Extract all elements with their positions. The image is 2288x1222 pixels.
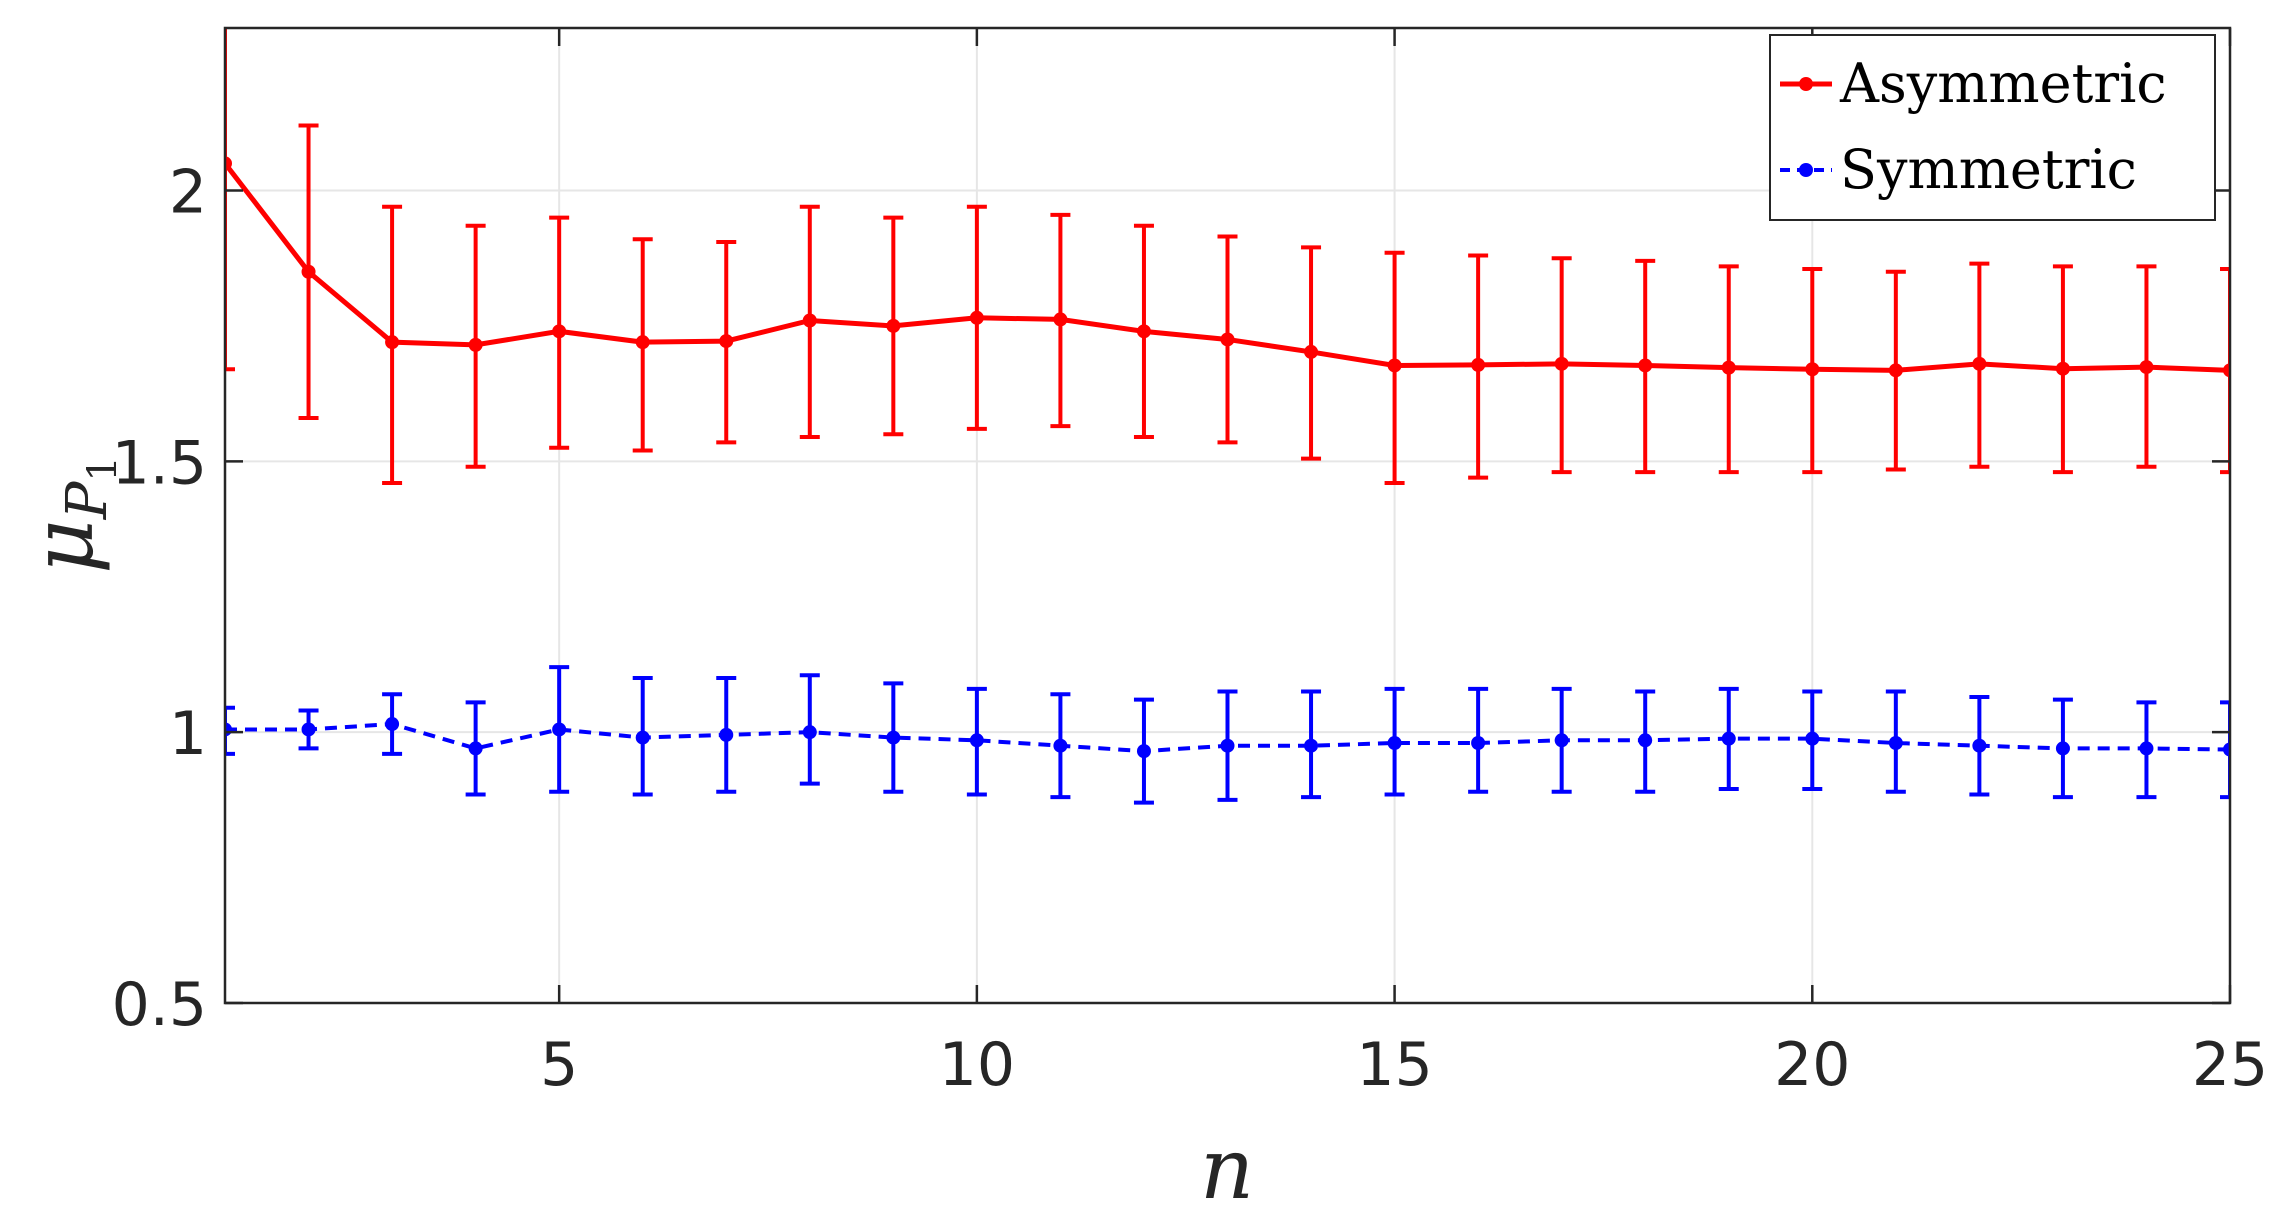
legend-box <box>1769 34 2216 221</box>
data-point-asymmetric <box>1304 344 1319 359</box>
data-point-symmetric <box>301 722 316 737</box>
y-axis-label-main: μ <box>14 519 112 574</box>
data-point-symmetric <box>552 722 567 737</box>
data-point-asymmetric <box>1471 357 1486 372</box>
data-point-symmetric <box>1387 736 1402 750</box>
data-point-symmetric <box>1888 736 1903 750</box>
data-point-symmetric <box>1471 736 1486 750</box>
series-asymmetric <box>225 28 2230 485</box>
data-point-symmetric <box>1805 731 1820 746</box>
x-tick-label: 20 <box>1774 1030 1850 1100</box>
data-point-symmetric <box>385 717 400 732</box>
data-point-asymmetric <box>1053 312 1068 327</box>
data-point-symmetric <box>2223 742 2230 757</box>
data-point-symmetric <box>2055 741 2070 756</box>
data-point-asymmetric <box>225 156 232 171</box>
data-point-asymmetric <box>2223 363 2230 378</box>
data-point-asymmetric <box>1721 360 1736 375</box>
data-point-symmetric <box>468 741 483 756</box>
data-point-symmetric <box>886 730 901 745</box>
data-point-symmetric <box>719 727 734 742</box>
data-point-symmetric <box>1220 738 1235 753</box>
y-tick-label: 1 <box>169 699 207 769</box>
data-point-asymmetric <box>1888 363 1903 378</box>
legend-entry-asymmetric: Asymmetric <box>1780 52 2167 115</box>
data-point-asymmetric <box>1387 358 1402 373</box>
y-tick-label: 2 <box>169 158 207 228</box>
series-symmetric <box>225 665 2230 805</box>
data-point-asymmetric <box>1638 358 1653 373</box>
y-axis-label-subsub: 1 <box>80 456 126 481</box>
data-point-symmetric <box>1304 738 1319 753</box>
svg-text:μP1: μP1 <box>14 456 126 574</box>
data-point-asymmetric <box>886 318 901 333</box>
legend-label-symmetric: Symmetric <box>1840 138 2137 201</box>
legend-entry-symmetric: Symmetric <box>1780 138 2137 201</box>
legend: Asymmetric Symmetric <box>1769 34 2216 221</box>
data-point-symmetric <box>2139 741 2154 756</box>
legend-marker-asymmetric <box>1799 77 1813 91</box>
data-point-asymmetric <box>468 337 483 352</box>
y-tick-label: 0.5 <box>112 970 207 1040</box>
data-point-asymmetric <box>1220 332 1235 347</box>
data-point-asymmetric <box>1805 362 1820 377</box>
x-tick-label: 10 <box>939 1030 1015 1100</box>
data-point-symmetric <box>1972 738 1987 753</box>
data-point-symmetric <box>1638 733 1653 748</box>
x-axis-label: n <box>1200 1120 1254 1218</box>
data-point-asymmetric <box>719 334 734 349</box>
data-point-asymmetric <box>301 264 316 279</box>
legend-label-asymmetric: Asymmetric <box>1839 52 2167 115</box>
data-point-asymmetric <box>635 335 650 350</box>
data-point-asymmetric <box>1972 356 1987 371</box>
data-point-symmetric <box>1721 731 1736 746</box>
data-point-asymmetric <box>1136 324 1151 339</box>
plot-frame <box>223 26 2232 1005</box>
x-tick-label: 25 <box>2192 1030 2268 1100</box>
y-axis-label: μP1 <box>14 456 126 574</box>
ticks: 5 10 15 20 25 0.5 1 1.5 2 <box>112 28 2268 1100</box>
x-tick-label: 15 <box>1356 1030 1432 1100</box>
data-point-asymmetric <box>969 310 984 325</box>
y-tick-label: 1.5 <box>112 428 207 498</box>
data-point-symmetric <box>802 725 817 740</box>
data-point-symmetric <box>1554 733 1569 748</box>
data-point-asymmetric <box>2139 360 2154 375</box>
data-point-asymmetric <box>385 335 400 350</box>
data-point-asymmetric <box>2055 361 2070 376</box>
y-axis-label-sub: P <box>55 480 120 520</box>
data-point-symmetric <box>1053 738 1068 753</box>
data-point-symmetric <box>969 733 984 748</box>
legend-marker-symmetric <box>1799 163 1813 177</box>
data-point-asymmetric <box>1554 356 1569 371</box>
data-point-asymmetric <box>552 324 567 339</box>
data-point-symmetric <box>635 730 650 745</box>
data-point-asymmetric <box>802 313 817 328</box>
x-tick-label: 5 <box>540 1030 578 1100</box>
data-point-symmetric <box>1136 744 1151 759</box>
series-layer <box>225 28 2230 805</box>
